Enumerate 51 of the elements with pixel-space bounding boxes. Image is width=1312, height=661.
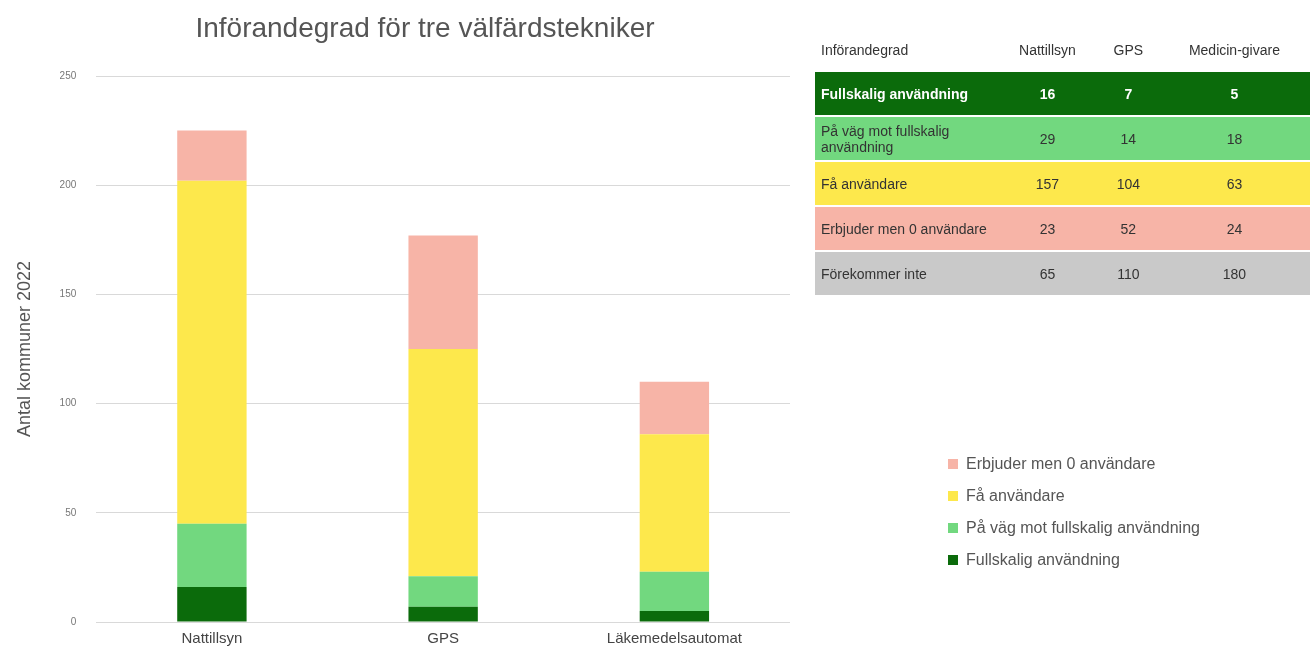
x-tick-label: Nattillsyn xyxy=(997,30,1098,71)
y-tick-label: Erbjuder men 0 användare xyxy=(815,206,997,251)
x-tick-label: Medicin-givare xyxy=(1158,30,1310,71)
x-tick-label: GPS xyxy=(427,629,459,647)
bar xyxy=(408,606,478,622)
data-label: 18 xyxy=(1158,116,1310,161)
y-tick-label: 50 xyxy=(65,506,77,518)
bar xyxy=(639,434,710,572)
data-label: 16 xyxy=(997,71,1098,116)
data-label: 7 xyxy=(1097,71,1159,116)
y-tick-label: Förekommer inte xyxy=(815,251,997,296)
x-tick-label: Läkemedelsautomat xyxy=(606,629,743,647)
x-tick-label: GPS xyxy=(1097,30,1159,71)
y-tick-label: Få användare xyxy=(815,161,997,206)
y-axis-title: Antal kommuner 2022 xyxy=(13,260,34,438)
data-label: 5 xyxy=(1158,71,1310,116)
bar xyxy=(177,130,247,181)
bar xyxy=(177,587,247,622)
y-tick-label: 250 xyxy=(59,69,77,81)
data-label: 24 xyxy=(1158,206,1310,251)
legend-label: På väg mot fullskalig användning xyxy=(966,519,1200,537)
data-label: 14 xyxy=(1097,116,1159,161)
y-tick-label: 100 xyxy=(59,397,77,409)
data-label: 52 xyxy=(1097,206,1159,251)
bar xyxy=(408,349,478,577)
legend-label: Fullskalig användning xyxy=(966,551,1120,569)
y-tick-label: 150 xyxy=(59,288,77,300)
data-label: 63 xyxy=(1158,161,1310,206)
legend-label: Erbjuder men 0 användare xyxy=(966,455,1156,473)
y-tick-label: 200 xyxy=(59,178,77,190)
y-tick-label: På väg mot fullskalig användning xyxy=(815,116,997,161)
bar xyxy=(408,235,478,349)
data-label: 29 xyxy=(997,116,1098,161)
y-tick-label: Fullskalig användning xyxy=(815,71,997,116)
chart-title: Införandegrad för tre välfärdstekniker xyxy=(194,12,656,44)
bar xyxy=(177,523,247,588)
x-tick-label: Nattillsyn xyxy=(181,629,243,647)
bar xyxy=(408,576,478,607)
bar xyxy=(639,571,710,612)
data-label: 157 xyxy=(997,161,1098,206)
bar xyxy=(177,180,247,524)
bar xyxy=(639,381,710,435)
data-label: 180 xyxy=(1158,251,1310,296)
data-label: 110 xyxy=(1097,251,1159,296)
bar xyxy=(639,611,710,622)
legend-label: Få användare xyxy=(966,487,1065,505)
data-label: 65 xyxy=(997,251,1098,296)
y-tick-label: 0 xyxy=(70,615,77,627)
text: Införandegrad xyxy=(815,30,997,71)
data-label: 23 xyxy=(997,206,1098,251)
data-label: 104 xyxy=(1097,161,1159,206)
